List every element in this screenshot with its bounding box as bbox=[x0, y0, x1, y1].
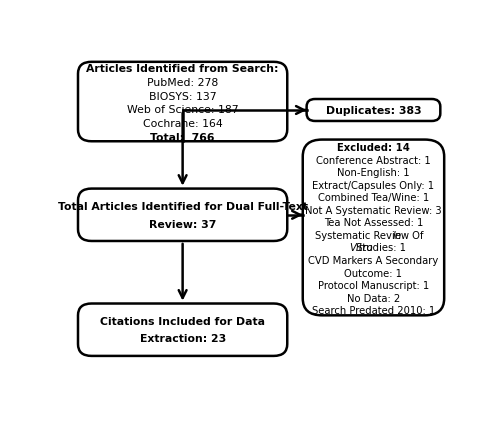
Text: Protocol Manuscript: 1: Protocol Manuscript: 1 bbox=[318, 280, 429, 290]
Text: Systematic Review Of In: Systematic Review Of In bbox=[313, 230, 434, 240]
Text: Vitro: Vitro bbox=[349, 243, 372, 253]
FancyBboxPatch shape bbox=[78, 189, 287, 241]
Text: Systematic Review Of: Systematic Review Of bbox=[316, 230, 427, 240]
Text: Articles Identified from Search:: Articles Identified from Search: bbox=[86, 64, 279, 74]
Text: Conference Abstract: 1: Conference Abstract: 1 bbox=[316, 155, 431, 165]
Text: Review: 37: Review: 37 bbox=[149, 219, 216, 229]
Text: Total Articles Identified for Dual Full-Text: Total Articles Identified for Dual Full-… bbox=[58, 201, 308, 212]
Text: Extract/Capsules Only: 1: Extract/Capsules Only: 1 bbox=[312, 180, 434, 190]
Text: No Data: 2: No Data: 2 bbox=[347, 293, 400, 303]
Text: In: In bbox=[393, 230, 402, 240]
Text: Studies: 1: Studies: 1 bbox=[353, 243, 406, 253]
Text: Web of Science: 187: Web of Science: 187 bbox=[127, 105, 238, 115]
Text: Not A Systematic Review: 3: Not A Systematic Review: 3 bbox=[305, 205, 442, 215]
Text: Tea Not Assessed: 1: Tea Not Assessed: 1 bbox=[324, 218, 423, 228]
Text: Excluded: 14: Excluded: 14 bbox=[337, 143, 410, 153]
FancyBboxPatch shape bbox=[303, 140, 444, 316]
FancyBboxPatch shape bbox=[306, 100, 440, 122]
Text: Combined Tea/Wine: 1: Combined Tea/Wine: 1 bbox=[318, 193, 429, 203]
Text: Total:  766: Total: 766 bbox=[150, 133, 215, 143]
Text: Extraction: 23: Extraction: 23 bbox=[140, 334, 226, 344]
Text: PubMed: 278: PubMed: 278 bbox=[147, 78, 218, 88]
Text: CVD Markers A Secondary: CVD Markers A Secondary bbox=[308, 255, 438, 265]
FancyBboxPatch shape bbox=[78, 63, 287, 142]
Text: Citations Included for Data: Citations Included for Data bbox=[100, 316, 265, 326]
Text: Search Predated 2010: 1: Search Predated 2010: 1 bbox=[312, 306, 435, 315]
Text: Duplicates: 383: Duplicates: 383 bbox=[326, 106, 422, 116]
Text: Outcome: 1: Outcome: 1 bbox=[344, 268, 403, 278]
Text: BIOSYS: 137: BIOSYS: 137 bbox=[149, 92, 216, 101]
Text: Cochrane: 164: Cochrane: 164 bbox=[143, 119, 222, 129]
FancyBboxPatch shape bbox=[78, 304, 287, 356]
Text: Non-English: 1: Non-English: 1 bbox=[337, 168, 410, 178]
